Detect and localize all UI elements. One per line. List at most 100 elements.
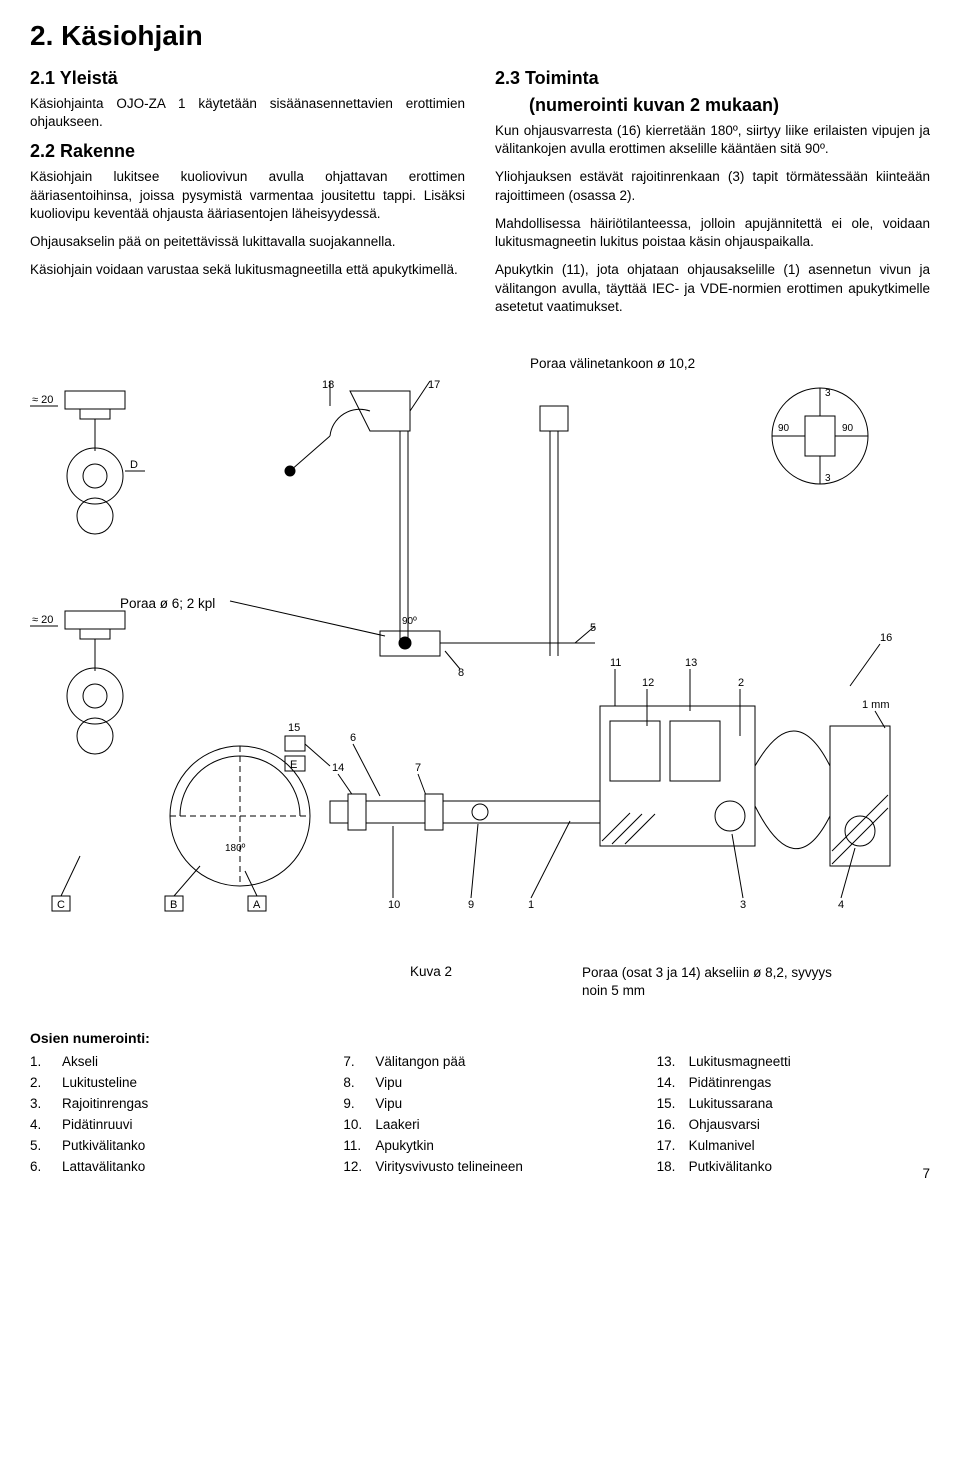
parts-item: 2.Lukitusteline (30, 1073, 303, 1094)
svg-text:3: 3 (825, 473, 831, 484)
figure-caption-right: Poraa (osat 3 ja 14) akseliin ø 8,2, syv… (582, 964, 852, 1000)
parts-label: Vipu (375, 1073, 616, 1094)
parts-label: Viritysvivusto telineineen (375, 1157, 616, 1178)
page-title: 2. Käsiohjain (30, 20, 930, 52)
parts-item: 12.Viritysvivusto telineineen (343, 1157, 616, 1178)
section-2-1-p1: Käsiohjainta OJO-ZA 1 käytetään sisäänas… (30, 95, 465, 131)
parts-label: Lukitusmagneetti (689, 1052, 930, 1073)
diagram-annotation-left: Poraa ø 6; 2 kpl (120, 596, 215, 611)
parts-num: 3. (30, 1094, 62, 1115)
left-column: 2.1 Yleistä Käsiohjainta OJO-ZA 1 käytet… (30, 62, 465, 326)
parts-item: 14.Pidätinrengas (657, 1073, 930, 1094)
svg-text:B: B (170, 899, 177, 911)
parts-num: 12. (343, 1157, 375, 1178)
parts-item: 4.Pidätinruuvi (30, 1115, 303, 1136)
svg-text:3: 3 (825, 388, 831, 399)
text-columns: 2.1 Yleistä Käsiohjainta OJO-ZA 1 käytet… (30, 62, 930, 326)
svg-text:90º: 90º (402, 616, 417, 627)
parts-item: 8.Vipu (343, 1073, 616, 1094)
svg-text:2: 2 (738, 677, 744, 689)
svg-text:1: 1 (528, 899, 534, 911)
parts-item: 9.Vipu (343, 1094, 616, 1115)
parts-label: Putkivälitanko (62, 1136, 303, 1157)
svg-text:≈ 20: ≈ 20 (32, 614, 53, 626)
parts-item: 11.Apukytkin (343, 1136, 616, 1157)
parts-label: Vipu (375, 1094, 616, 1115)
section-2-3-p2: Yliohjauksen estävät rajoitinrenkaan (3)… (495, 168, 930, 204)
parts-item: 3.Rajoitinrengas (30, 1094, 303, 1115)
section-2-2-p2: Ohjausakselin pää on peitettävissä lukit… (30, 233, 465, 251)
diagram-container: Poraa välinetankoon ø 10,2 Poraa ø 6; 2 … (30, 356, 930, 1000)
svg-text:A: A (253, 899, 261, 911)
parts-num: 13. (657, 1052, 689, 1073)
svg-text:18: 18 (322, 379, 334, 391)
svg-text:10: 10 (388, 899, 400, 911)
parts-num: 7. (343, 1052, 375, 1073)
parts-col-3: 13.Lukitusmagneetti 14.Pidätinrengas 15.… (657, 1052, 930, 1178)
parts-label: Pidätinruuvi (62, 1115, 303, 1136)
diagram-caption-row: Kuva 2 Poraa (osat 3 ja 14) akseliin ø 8… (30, 964, 930, 1000)
section-2-2-p3: Käsiohjain voidaan varustaa sekä lukitus… (30, 261, 465, 279)
svg-text:9: 9 (468, 899, 474, 911)
parts-num: 1. (30, 1052, 62, 1073)
section-2-3-p3: Mahdollisessa häiriötilanteessa, jolloin… (495, 215, 930, 251)
parts-label: Laakeri (375, 1115, 616, 1136)
svg-text:12: 12 (642, 677, 654, 689)
parts-item: 1.Akseli (30, 1052, 303, 1073)
svg-text:≈ 20: ≈ 20 (32, 394, 53, 406)
parts-item: 16.Ohjausvarsi (657, 1115, 930, 1136)
parts-num: 9. (343, 1094, 375, 1115)
section-2-2-p1: Käsiohjain lukitsee kuoliovivun avulla o… (30, 168, 465, 223)
svg-text:16: 16 (880, 632, 892, 644)
parts-num: 16. (657, 1115, 689, 1136)
parts-label: Ohjausvarsi (689, 1115, 930, 1136)
parts-num: 4. (30, 1115, 62, 1136)
section-2-3-p4: Apukytkin (11), jota ohjataan ohjausakse… (495, 261, 930, 316)
svg-text:8: 8 (458, 667, 464, 679)
parts-num: 18. (657, 1157, 689, 1178)
parts-item: 17.Kulmanivel (657, 1136, 930, 1157)
parts-item: 10.Laakeri (343, 1115, 616, 1136)
parts-num: 5. (30, 1136, 62, 1157)
parts-item: 18.Putkivälitanko (657, 1157, 930, 1178)
svg-text:D: D (130, 459, 138, 471)
parts-num: 11. (343, 1136, 375, 1157)
figure-label: Kuva 2 (410, 964, 452, 979)
parts-num: 8. (343, 1073, 375, 1094)
parts-item: 5.Putkivälitanko (30, 1136, 303, 1157)
svg-text:17: 17 (428, 379, 440, 391)
svg-text:14: 14 (332, 762, 344, 774)
parts-label: Kulmanivel (689, 1136, 930, 1157)
parts-item: 13.Lukitusmagneetti (657, 1052, 930, 1073)
parts-num: 14. (657, 1073, 689, 1094)
parts-label: Apukytkin (375, 1136, 616, 1157)
svg-text:6: 6 (350, 732, 356, 744)
parts-num: 10. (343, 1115, 375, 1136)
technical-diagram: Poraa ø 6; 2 kpl ≈ 20 D (30, 376, 930, 956)
svg-text:90: 90 (842, 423, 854, 434)
svg-text:1 mm: 1 mm (862, 699, 890, 711)
svg-text:13: 13 (685, 657, 697, 669)
svg-text:3: 3 (740, 899, 746, 911)
right-column: 2.3 Toiminta (numerointi kuvan 2 mukaan)… (495, 62, 930, 326)
svg-text:C: C (57, 899, 65, 911)
parts-label: Lukitusteline (62, 1073, 303, 1094)
section-2-3-heading: 2.3 Toiminta (495, 68, 930, 89)
svg-text:11: 11 (610, 657, 621, 669)
svg-text:4: 4 (838, 899, 844, 911)
parts-col-1: 1.Akseli 2.Lukitusteline 3.Rajoitinrenga… (30, 1052, 303, 1178)
svg-text:180º: 180º (225, 843, 246, 854)
section-2-3-heading-line2: (numerointi kuvan 2 mukaan) (495, 95, 930, 116)
parts-label: Pidätinrengas (689, 1073, 930, 1094)
svg-text:7: 7 (415, 762, 421, 774)
diagram-annotation-top: Poraa välinetankoon ø 10,2 (530, 356, 930, 371)
section-2-1-heading: 2.1 Yleistä (30, 68, 465, 89)
diagram-svg: ≈ 20 D ≈ 20 (30, 376, 930, 956)
parts-label: Lukitussarana (689, 1094, 930, 1115)
parts-label: Putkivälitanko (689, 1157, 930, 1178)
svg-text:90: 90 (778, 423, 790, 434)
parts-col-2: 7.Välitangon pää 8.Vipu 9.Vipu 10.Laaker… (343, 1052, 616, 1178)
page-number: 7 (922, 1166, 930, 1181)
parts-columns: 1.Akseli 2.Lukitusteline 3.Rajoitinrenga… (30, 1052, 930, 1178)
svg-text:E: E (290, 759, 297, 771)
